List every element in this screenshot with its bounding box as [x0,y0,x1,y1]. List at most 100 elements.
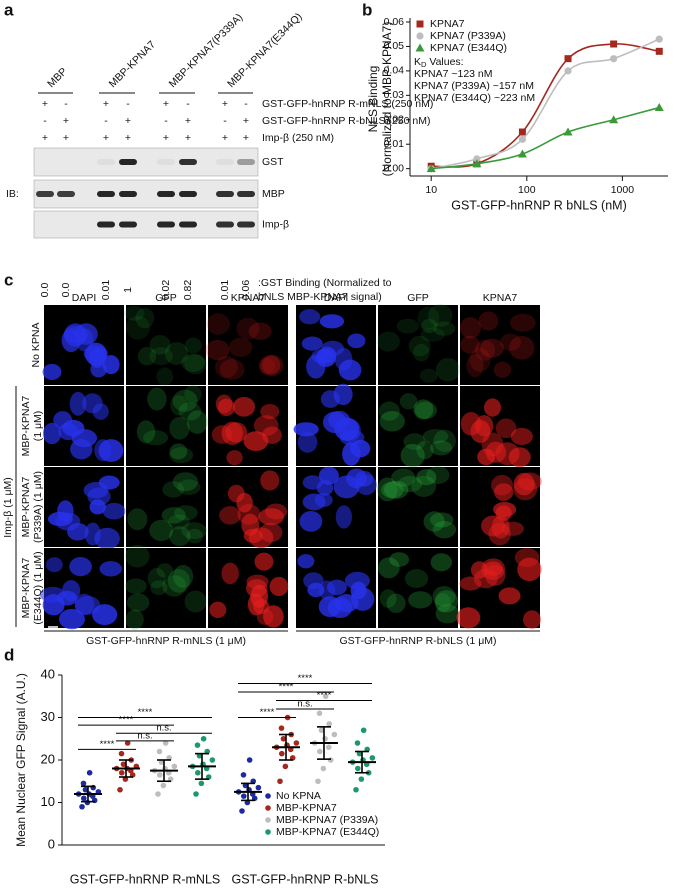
point [518,128,526,136]
cell [269,576,289,597]
x-axis-title: GST-GFP-hnRNP R bNLS (nM) [451,198,627,212]
dot [369,755,376,761]
sign: - [223,115,227,127]
bracket-label: **** [138,707,153,718]
cell [316,480,334,496]
cell [186,410,208,434]
dot [240,793,247,799]
cell [386,593,406,613]
channel-header: KPNA7 [231,292,266,304]
cell [307,582,325,598]
legend-label: MBP-KPNA7 [276,802,337,814]
cell [344,571,370,590]
quant: 0.0 [60,283,72,298]
dot [79,803,85,810]
point [655,47,663,55]
x-tick-label: 1000 [611,184,635,196]
cell [261,355,281,375]
cell [514,548,540,568]
cell [87,487,111,506]
dot [315,778,321,785]
dot [331,731,338,738]
bracket-label: **** [298,673,313,684]
cell [94,527,120,550]
quant-label: bNLS MBP-KPNA7 signal) [258,291,382,303]
bracket-label: **** [279,682,294,693]
sign: + [185,132,191,144]
cell [125,544,150,568]
band [57,191,75,197]
band-label: GST [262,156,284,168]
cell [226,450,243,466]
quant: 0.0 [39,283,51,298]
dot [326,721,333,727]
cell [162,481,185,498]
band [179,221,197,228]
band [216,159,234,165]
dot [360,727,367,734]
sign: + [163,132,169,144]
row-label: (P339A) (1 μM) [32,471,44,543]
cell [293,422,319,437]
channel-header: KPNA7 [483,292,518,304]
cell [414,401,437,420]
cell [399,393,418,410]
cell [299,510,323,532]
dot [353,786,359,793]
cell [326,579,347,596]
bracket-label: n.s. [137,730,152,741]
cell [342,442,361,466]
cell [509,313,536,332]
cell [400,443,425,468]
quant-label: :GST Binding (Normalized to [258,277,392,289]
cell [125,315,150,340]
dot [124,740,131,746]
cell [136,420,156,444]
block-label: GST-GFP-hnRNP R-mNLS (1 μM) [86,635,246,647]
annotation: KPNA7 (E344Q) ~223 nM [414,92,535,104]
bracket-label: **** [317,690,332,701]
micrograph [126,548,206,628]
cell [248,527,274,549]
cell [481,515,505,537]
sign: - [164,115,168,127]
micrograph [378,548,458,628]
cell [225,422,248,443]
legend-label: No KPNA [276,790,321,802]
cell [397,475,423,493]
cell [125,609,144,630]
cell [434,590,459,613]
cell [227,484,245,503]
dot [278,750,285,757]
sign: - [64,98,68,110]
sign: + [42,132,48,144]
cell [411,475,437,497]
cell [416,440,434,460]
cell [413,399,434,420]
micrograph [126,386,206,466]
cell [413,343,430,362]
micrograph [378,305,458,385]
cell [143,430,169,446]
channel-header: DAPI [72,292,97,304]
cell [299,309,321,325]
band [119,159,137,165]
legend-marker [416,32,424,40]
cell [334,417,359,441]
block-label: GST-GFP-hnRNP R-bNLS (1 μM) [340,635,497,647]
cell [232,396,256,417]
cell [434,593,451,613]
legend-marker [265,829,271,835]
sign: + [103,98,109,110]
y-tick-label: 0 [48,836,55,851]
cell [124,305,145,321]
micrograph [460,305,540,385]
cell [484,398,502,417]
cell [174,505,198,521]
sign: + [243,132,249,144]
cell [416,469,437,486]
dot [240,772,247,778]
cell [317,346,337,364]
cell [523,610,541,629]
legend-marker [265,817,271,823]
